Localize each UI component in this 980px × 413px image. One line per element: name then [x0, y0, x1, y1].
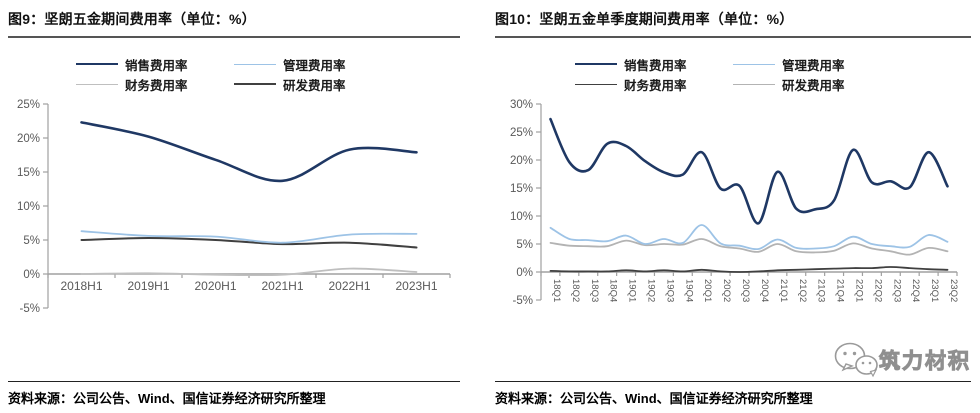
- y-tick-label: 15%: [17, 167, 40, 179]
- series-line-3: [80, 236, 418, 249]
- legend-item-2: 财务费用率: [76, 76, 234, 93]
- x-tick-label: 2020H1: [194, 279, 236, 293]
- figure-10-legend: 销售费用率 管理费用率财务费用率 研发费用率: [568, 56, 898, 93]
- x-tick-label: 21Q2: [797, 279, 808, 302]
- x-tick-label: 18Q4: [608, 279, 619, 302]
- figure-9-chart: 25% 20% 15% 10% 5% 0% -5% 2018H1 2019H1 2020H1 202…: [8, 94, 460, 339]
- figure-10-title: 图10：坚朗五金单季度期间费用率（单位：%）: [495, 6, 971, 38]
- legend-label: 研发费用率: [782, 78, 845, 93]
- x-tick-label: 23Q2: [948, 279, 959, 302]
- legend-line-sample: [234, 83, 276, 85]
- x-tick-label: 23Q1: [929, 279, 940, 302]
- legend-label: 财务费用率: [125, 78, 188, 93]
- figure-9-source-note: 资料来源：公司公告、Wind、国信证券经济研究所整理: [8, 381, 460, 407]
- legend-line-sample: [76, 83, 118, 85]
- y-tick-label: 5%: [516, 239, 533, 251]
- figure-9: 图9：坚朗五金期间费用率（单位：%） 销售费用率 管理费用率 财务费用率 研发费用率 …: [8, 6, 460, 407]
- y-tick-label: 25%: [17, 99, 40, 111]
- legend-label: 财务费用率: [624, 78, 687, 93]
- x-tick-label: 22Q4: [910, 279, 921, 302]
- x-tick-label: 2022H1: [328, 279, 370, 293]
- y-tick-label: -5%: [20, 303, 40, 315]
- series-line-0: [80, 121, 418, 183]
- legend-item-1: 管理费用率: [234, 56, 392, 73]
- legend-label: 销售费用率: [125, 58, 188, 73]
- watermark: 筑力材积: [833, 340, 971, 380]
- x-tick-label: 19Q2: [646, 279, 657, 302]
- wechat-icon: [834, 342, 878, 378]
- legend-item-3: 研发费用率: [234, 76, 392, 93]
- legend-item-0: 销售费用率: [575, 56, 733, 73]
- y-tick-label: -5%: [513, 295, 533, 307]
- series-line-1: [549, 224, 949, 251]
- y-tick-label: 10%: [17, 201, 40, 213]
- x-tick-label: 2021H1: [261, 279, 303, 293]
- legend-line-sample: [733, 63, 775, 65]
- x-tick-label: 18Q3: [589, 279, 600, 302]
- legend-item-3: 研发费用率: [733, 76, 891, 93]
- x-tick-label: 18Q2: [570, 279, 581, 302]
- x-tick-label: 20Q3: [740, 279, 751, 302]
- y-tick-label: 20%: [510, 155, 533, 167]
- series-line-2: [549, 266, 949, 273]
- x-tick-label: 21Q1: [778, 279, 789, 302]
- x-tick-label: 22Q2: [872, 279, 883, 302]
- legend-item-0: 销售费用率: [76, 56, 234, 73]
- figure-9-title: 图9：坚朗五金期间费用率（单位：%）: [8, 6, 460, 38]
- x-tick-label: 22Q1: [854, 279, 865, 302]
- figure-9-legend: 销售费用率 管理费用率财务费用率 研发费用率: [69, 56, 399, 93]
- legend-line-sample: [575, 63, 617, 65]
- x-tick-label: 20Q4: [759, 279, 770, 302]
- y-tick-label: 0%: [516, 267, 533, 279]
- legend-label: 研发费用率: [283, 78, 346, 93]
- x-tick-label: 19Q1: [627, 279, 638, 302]
- series-line-1: [80, 230, 418, 244]
- y-tick-label: 10%: [510, 211, 533, 223]
- x-tick-label: 20Q1: [702, 279, 713, 302]
- x-tick-label: 20Q2: [721, 279, 732, 302]
- y-tick-label: 5%: [23, 235, 40, 247]
- series-line-0: [549, 117, 949, 225]
- x-tick-label: 21Q4: [835, 279, 846, 302]
- watermark-text: 筑力材积: [879, 350, 971, 374]
- y-tick-label: 0%: [23, 269, 40, 281]
- figure-10: 图10：坚朗五金单季度期间费用率（单位：%） 销售费用率 管理费用率财务费用率 研发…: [495, 6, 971, 407]
- x-tick-label: 2019H1: [127, 279, 169, 293]
- x-tick-label: 19Q3: [664, 279, 675, 302]
- legend-line-sample: [234, 63, 276, 65]
- legend-label: 管理费用率: [782, 58, 845, 73]
- y-tick-label: 25%: [510, 127, 533, 139]
- chart-canvas: 25% 20% 15% 10% 5% 0% -5% 2018H1 2019H1 2020H1 202…: [17, 99, 451, 315]
- y-tick-label: 20%: [17, 133, 40, 145]
- series-line-3: [549, 238, 949, 256]
- chart-canvas: 30% 25% 20% 15% 10% 5% 0% -5% 18Q1 18Q2 18Q3 18Q4 19…: [510, 99, 959, 307]
- legend-item-2: 财务费用率: [575, 76, 733, 93]
- x-tick-label: 18Q1: [551, 279, 562, 302]
- legend-line-sample: [733, 83, 775, 85]
- x-tick-label: 22Q3: [891, 279, 902, 302]
- x-tick-label: 19Q4: [683, 279, 694, 302]
- legend-line-sample: [575, 83, 617, 85]
- series-line-2: [80, 267, 418, 277]
- legend-item-1: 管理费用率: [733, 56, 891, 73]
- legend-label: 销售费用率: [624, 58, 687, 73]
- y-tick-label: 30%: [510, 99, 533, 111]
- x-tick-label: 21Q3: [816, 279, 827, 302]
- y-tick-label: 15%: [510, 183, 533, 195]
- legend-line-sample: [76, 63, 118, 65]
- figure-10-source-note: 资料来源：公司公告、Wind、国信证券经济研究所整理: [495, 381, 971, 407]
- x-tick-label: 2018H1: [60, 279, 102, 293]
- legend-label: 管理费用率: [283, 58, 346, 73]
- x-tick-label: 2023H1: [395, 279, 437, 293]
- figure-10-chart: 30% 25% 20% 15% 10% 5% 0% -5% 18Q1 18Q2 18Q3 18Q4 19…: [495, 94, 971, 339]
